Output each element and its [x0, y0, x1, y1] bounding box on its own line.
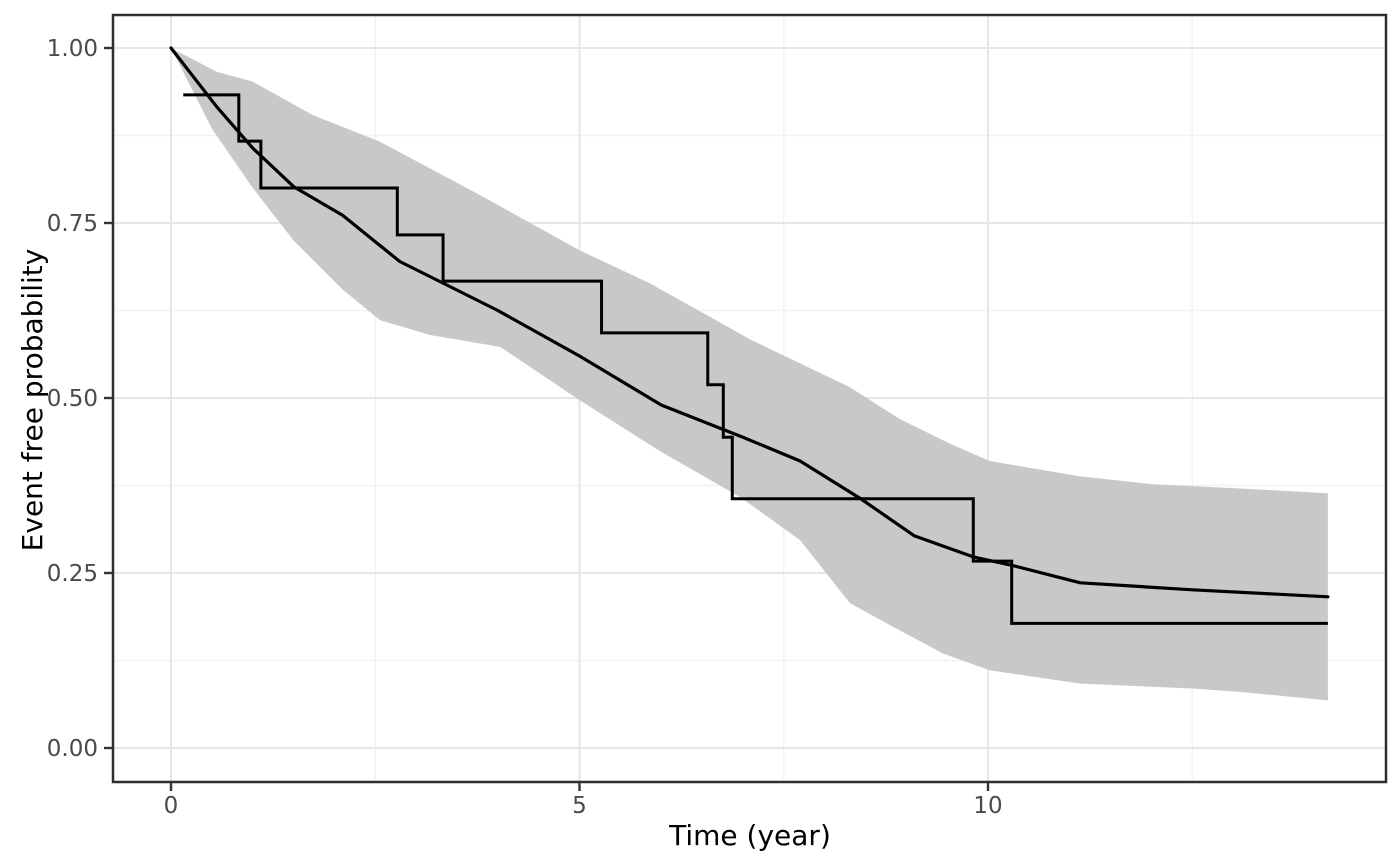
kaplan-meier-step-curve [183, 93, 1328, 625]
x-tick-label: 10 [973, 793, 1002, 819]
x-tick-label: 0 [164, 793, 179, 819]
x-axis-title: Time (year) [668, 819, 831, 852]
y-tick-label: 0.75 [47, 211, 98, 237]
y-tick-label: 0.25 [47, 561, 98, 587]
y-tick-label: 1.00 [47, 36, 98, 62]
chart-layers: 0 5 10 0.00 0.25 0.50 0.75 1.00 [47, 13, 1388, 819]
y-axis-title: Event free probability [16, 249, 49, 552]
y-tick-label: 0.00 [47, 736, 98, 762]
y-tick-label: 0.50 [47, 386, 98, 412]
confidence-ribbon [171, 48, 1328, 701]
x-tick-label: 5 [572, 793, 587, 819]
